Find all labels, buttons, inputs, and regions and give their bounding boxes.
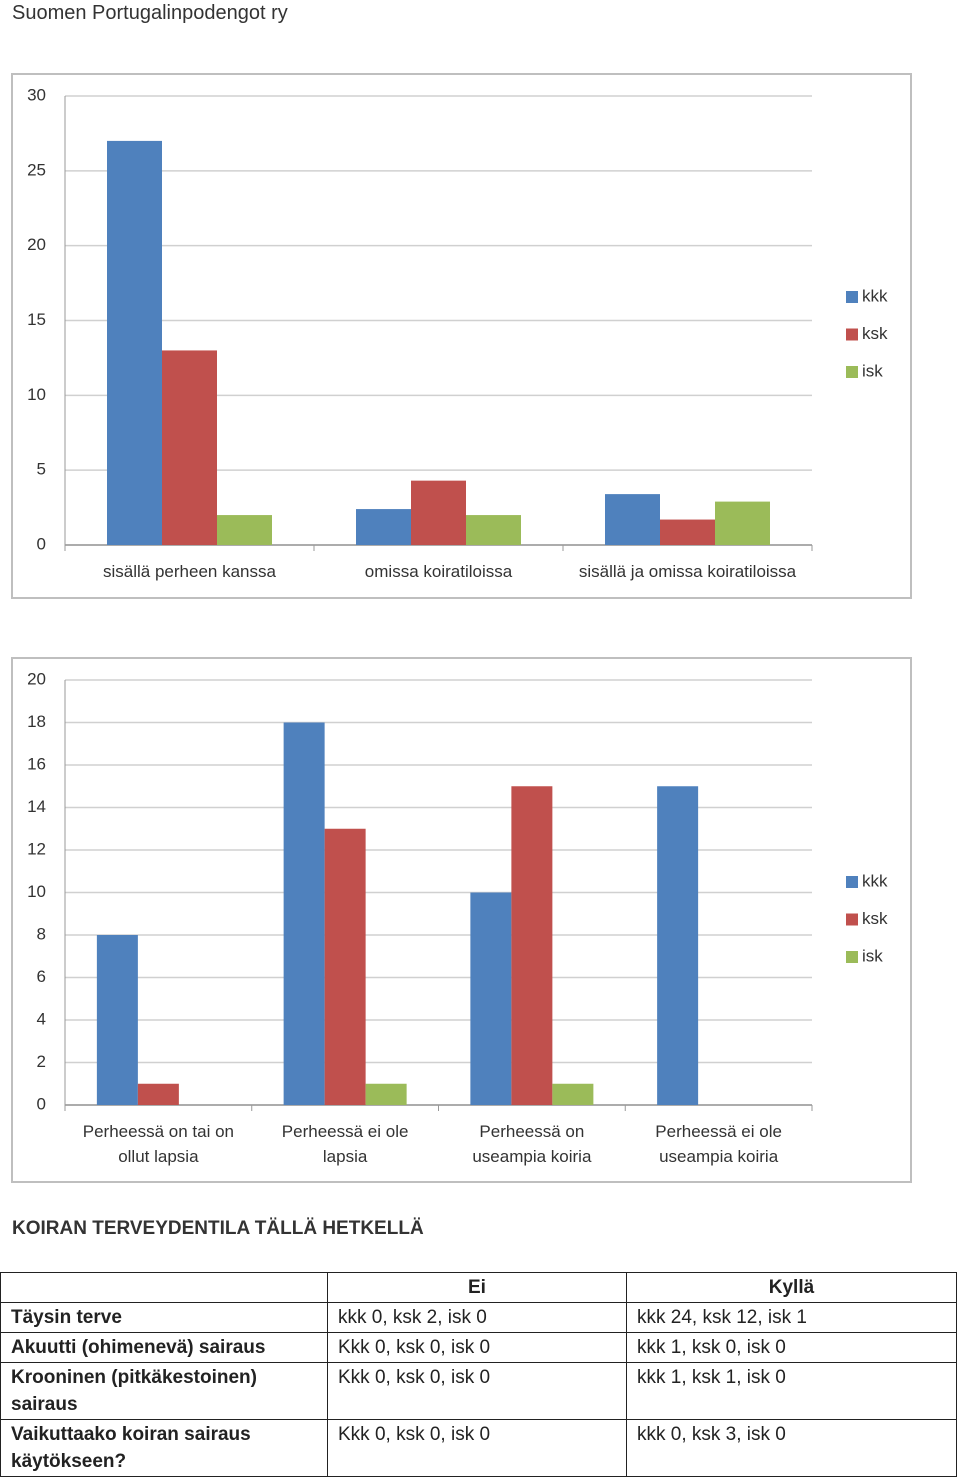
cell: Kkk 0, ksk 0, isk 0 — [327, 1362, 627, 1420]
cell: kkk 1, ksk 0, isk 0 — [625, 1332, 958, 1363]
x-tick-label: Perheessä on tai on ollut lapsia — [82, 1122, 234, 1166]
legend-label: kkk — [862, 286, 888, 305]
table-row: Akuutti (ohimenevä) sairaus Kkk 0, ksk 0,… — [0, 1332, 958, 1363]
row-label: Krooninen (pitkäkestoinen) sairaus — [0, 1362, 328, 1420]
y-tick-label: 12 — [27, 839, 46, 858]
cell: Kkk 0, ksk 0, isk 0 — [327, 1419, 627, 1477]
y-tick-label: 5 — [37, 460, 46, 479]
legend-swatch — [846, 876, 858, 888]
cell: Kkk 0, ksk 0, isk 0 — [327, 1332, 627, 1363]
legend-swatch — [846, 913, 858, 926]
table-row: Täysin terve kkk 0, ksk 2, isk 0 kkk 24, k… — [0, 1302, 958, 1333]
y-tick-label: 10 — [27, 882, 46, 901]
x-tick-label: Perheessä ei ole lapsia — [281, 1122, 409, 1166]
bar — [552, 1083, 594, 1105]
bar — [217, 515, 272, 545]
header-cell — [0, 1272, 328, 1303]
cell: kkk 0, ksk 3, isk 0 — [625, 1419, 958, 1477]
bar — [605, 494, 660, 545]
column-header: Ei — [327, 1272, 627, 1303]
row-label: Täysin terve — [0, 1302, 328, 1333]
row-label: Akuutti (ohimenevä) sairaus — [0, 1332, 328, 1363]
legend-swatch — [846, 366, 858, 378]
table-row: Krooninen (pitkäkestoinen) sairaus Kkk 0,… — [0, 1362, 958, 1420]
y-tick-label: 10 — [27, 385, 46, 404]
y-tick-label: 4 — [37, 1009, 46, 1028]
bar — [324, 828, 366, 1105]
y-tick-label: 0 — [37, 534, 46, 553]
bar — [466, 515, 521, 545]
y-tick-label: 25 — [27, 160, 46, 179]
row-label: Vaikuttaako koiran sairaus käytökseen? — [0, 1419, 328, 1477]
legend-swatch — [846, 291, 858, 303]
legend-swatch — [846, 328, 858, 341]
bar — [657, 786, 699, 1105]
chart-frame — [11, 73, 912, 599]
bar — [96, 935, 138, 1105]
bar — [470, 892, 512, 1105]
y-tick-label: 18 — [27, 712, 46, 731]
legend-label: kkk — [862, 871, 888, 890]
x-tick-label: sisällä perheen kanssa — [103, 562, 276, 581]
legend-label: isk — [862, 946, 883, 965]
table-row: Vaikuttaako koiran sairaus käytökseen? Kk… — [0, 1419, 958, 1477]
bar — [715, 501, 770, 545]
x-tick-label: Perheessä ei ole useampia koiria — [655, 1122, 782, 1166]
x-tick-label: sisällä ja omissa koiratiloissa — [578, 562, 797, 581]
bar — [107, 140, 162, 545]
bar — [411, 480, 466, 545]
table-header: Ei Kyllä — [0, 1272, 958, 1303]
bar — [356, 509, 411, 545]
bar — [365, 1083, 407, 1105]
bar — [137, 1083, 179, 1105]
y-tick-label: 8 — [37, 924, 46, 943]
chart-frame — [11, 657, 912, 1183]
y-tick-label: 15 — [27, 310, 46, 329]
bar — [283, 722, 325, 1105]
cell: kkk 24, ksk 12, isk 1 — [625, 1302, 958, 1333]
legend-label: ksk — [862, 324, 888, 343]
cell: kkk 1, ksk 1, isk 0 — [625, 1362, 958, 1420]
x-tick-label: omissa koiratiloissa — [364, 562, 513, 581]
x-tick-label: Perheessä on useampia koiria — [472, 1122, 592, 1166]
column-header: Kyllä — [625, 1272, 958, 1303]
y-tick-label: 20 — [27, 669, 46, 688]
legend-label: isk — [862, 361, 883, 380]
header-title: Suomen Portugalinpodengot ry — [12, 2, 288, 24]
cell: kkk 0, ksk 2, isk 0 — [327, 1302, 627, 1333]
legend-label: ksk — [862, 909, 888, 928]
y-tick-label: 30 — [27, 85, 46, 104]
y-tick-label: 2 — [37, 1052, 46, 1071]
bar — [511, 786, 553, 1105]
y-tick-label: 20 — [27, 235, 46, 254]
y-tick-label: 16 — [27, 754, 46, 773]
y-tick-label: 6 — [37, 967, 46, 986]
y-tick-label: 14 — [27, 797, 46, 816]
legend-swatch — [846, 951, 858, 963]
y-tick-label: 0 — [37, 1094, 46, 1113]
section-title: KOIRAN TERVEYDENTILA TÄLLÄ HETKELLÄ — [12, 1218, 424, 1239]
bar — [660, 519, 715, 545]
bar — [162, 350, 217, 545]
